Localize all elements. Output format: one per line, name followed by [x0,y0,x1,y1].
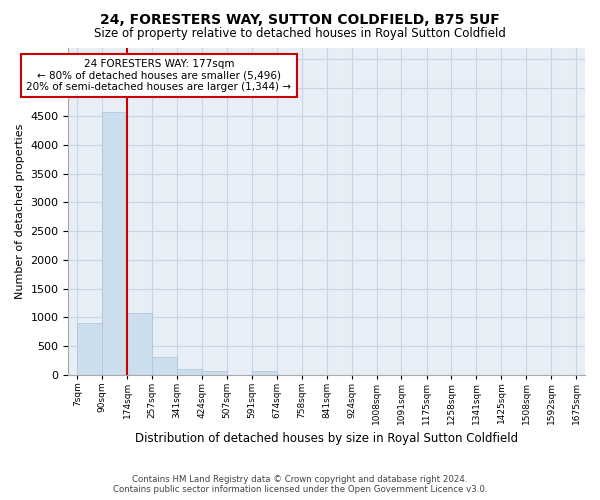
Text: Size of property relative to detached houses in Royal Sutton Coldfield: Size of property relative to detached ho… [94,28,506,40]
Text: Contains HM Land Registry data © Crown copyright and database right 2024.
Contai: Contains HM Land Registry data © Crown c… [113,474,487,494]
Bar [77,323,102,374]
Bar [152,358,177,374]
Bar [202,370,227,374]
Bar [252,371,277,374]
Text: 24, FORESTERS WAY, SUTTON COLDFIELD, B75 5UF: 24, FORESTERS WAY, SUTTON COLDFIELD, B75… [100,12,500,26]
X-axis label: Distribution of detached houses by size in Royal Sutton Coldfield: Distribution of detached houses by size … [135,432,518,445]
Text: 24 FORESTERS WAY: 177sqm
← 80% of detached houses are smaller (5,496)
20% of sem: 24 FORESTERS WAY: 177sqm ← 80% of detach… [26,59,292,92]
Y-axis label: Number of detached properties: Number of detached properties [15,124,25,298]
Bar [177,370,202,374]
Bar [102,112,127,374]
Bar [127,313,152,374]
